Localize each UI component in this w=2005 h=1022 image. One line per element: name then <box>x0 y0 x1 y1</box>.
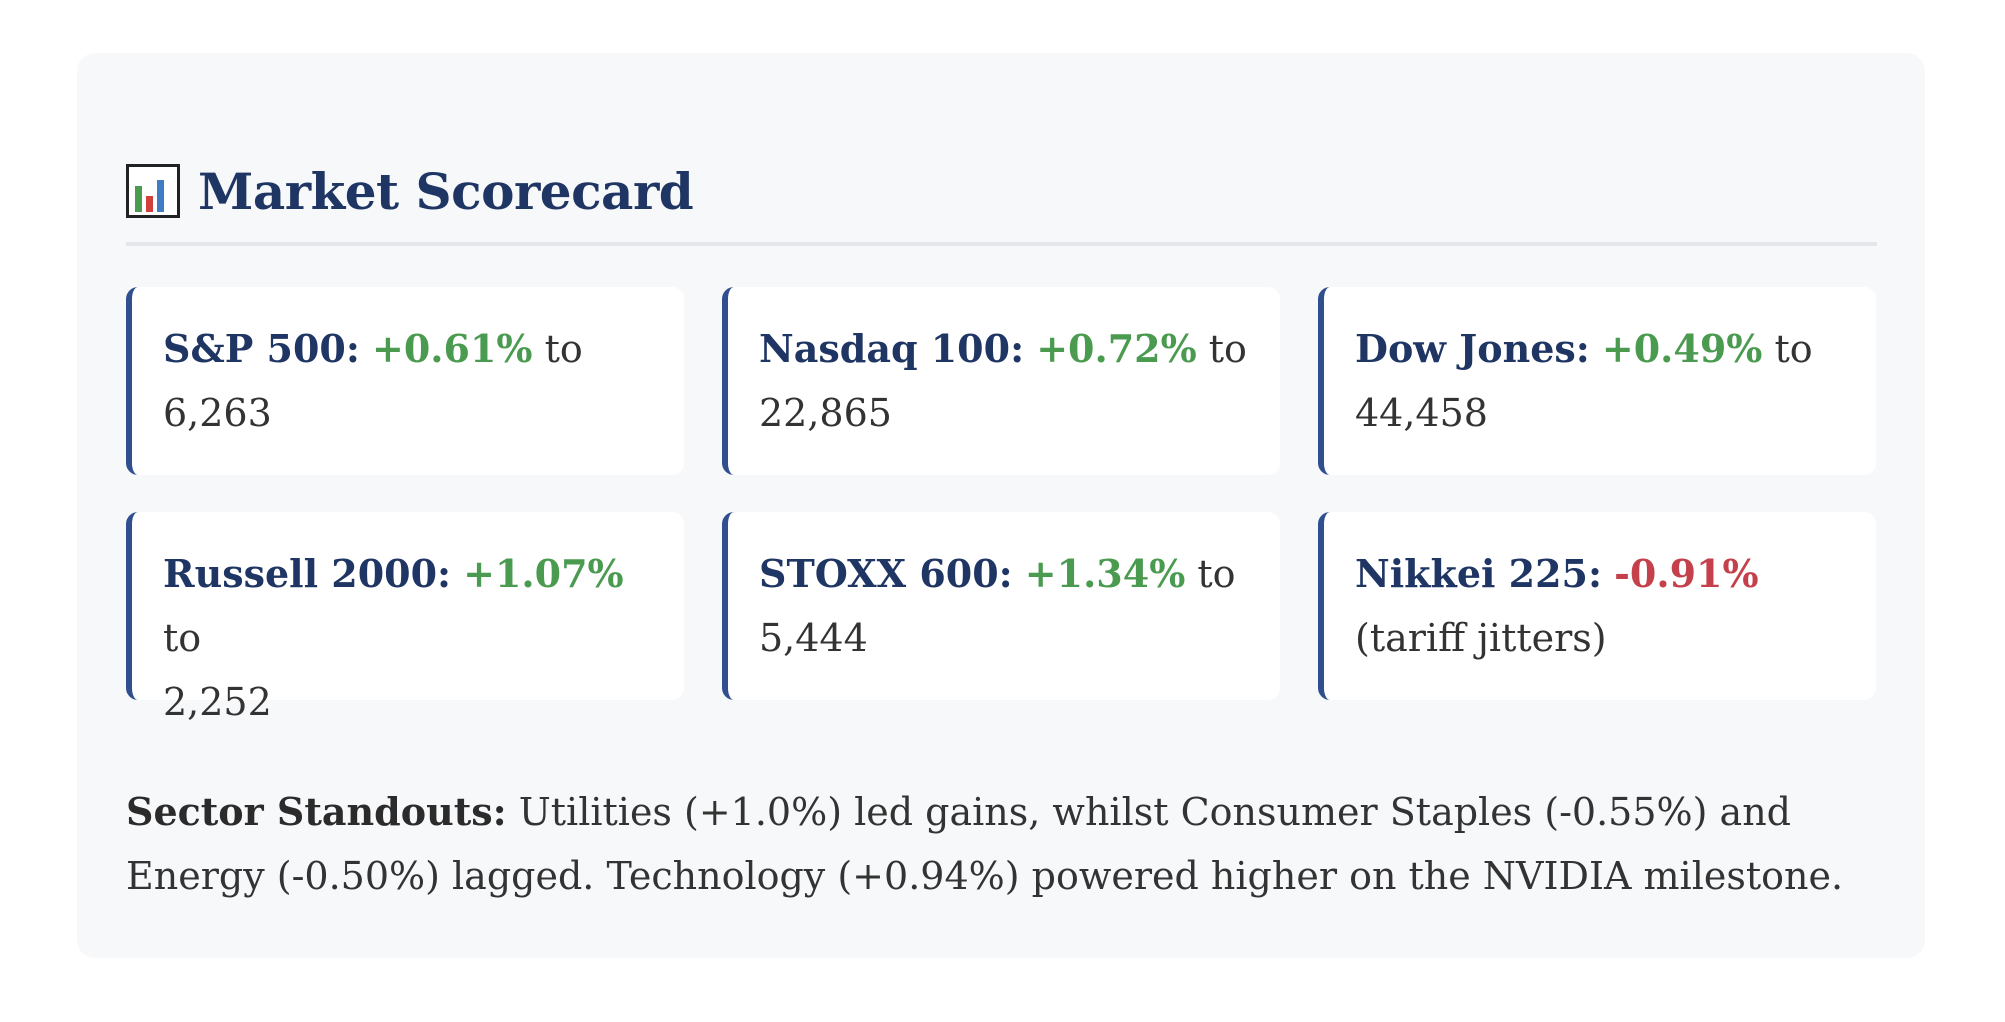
index-name: S&P 500: <box>163 326 360 371</box>
index-grid: S&P 500: +0.61% to 6,263 Nasdaq 100: +0.… <box>126 287 1877 724</box>
index-name: Dow Jones: <box>1355 326 1590 371</box>
index-name: Nikkei 225: <box>1355 551 1603 596</box>
index-name: Nasdaq 100: <box>759 326 1025 371</box>
index-card-dow-jones: Dow Jones: +0.49% to 44,458 <box>1318 287 1876 475</box>
index-level: 2,252 <box>163 680 272 724</box>
index-card-sp500: S&P 500: +0.61% to 6,263 <box>126 287 684 475</box>
index-card-nikkei225: Nikkei 225: -0.91% (tariff jitters) <box>1318 512 1876 700</box>
index-change: +1.34% <box>1024 551 1186 596</box>
index-connector: to <box>1185 552 1236 596</box>
index-level: 6,263 <box>163 391 272 435</box>
index-connector: to <box>1762 327 1813 371</box>
index-change: +0.61% <box>372 326 533 371</box>
sector-standouts-label: Sector Standouts: <box>126 789 507 834</box>
index-change: +0.72% <box>1036 326 1197 371</box>
index-card-nasdaq100: Nasdaq 100: +0.72% to 22,865 <box>722 287 1280 475</box>
index-change: +0.49% <box>1601 326 1763 371</box>
heading-divider <box>126 242 1877 246</box>
index-name: Russell 2000: <box>163 551 452 596</box>
index-level: 22,865 <box>759 391 892 435</box>
index-card-stoxx600: STOXX 600: +1.34% to 5,444 <box>722 512 1280 700</box>
scorecard-heading: Market Scorecard <box>126 151 694 231</box>
index-connector: to <box>532 327 583 371</box>
sector-standouts: Sector Standouts: Utilities (+1.0%) led … <box>126 780 1886 908</box>
index-change: -0.91% <box>1614 551 1759 596</box>
index-change: +1.07% <box>463 551 624 596</box>
page-title: Market Scorecard <box>198 161 694 221</box>
index-connector: to <box>1196 327 1247 371</box>
market-scorecard-panel: Market Scorecard S&P 500: +0.61% to 6,26… <box>77 53 1925 958</box>
index-note: (tariff jitters) <box>1355 616 1607 660</box>
index-level: 5,444 <box>759 616 868 660</box>
sector-standouts-text: Utilities (+1.0%) led gains, whilst Cons… <box>126 790 1844 898</box>
bar-chart-icon <box>126 164 180 218</box>
index-level: 44,458 <box>1355 391 1488 435</box>
index-connector: to <box>163 616 202 660</box>
index-name: STOXX 600: <box>759 551 1013 596</box>
index-card-russell2000: Russell 2000: +1.07% to 2,252 <box>126 512 684 724</box>
